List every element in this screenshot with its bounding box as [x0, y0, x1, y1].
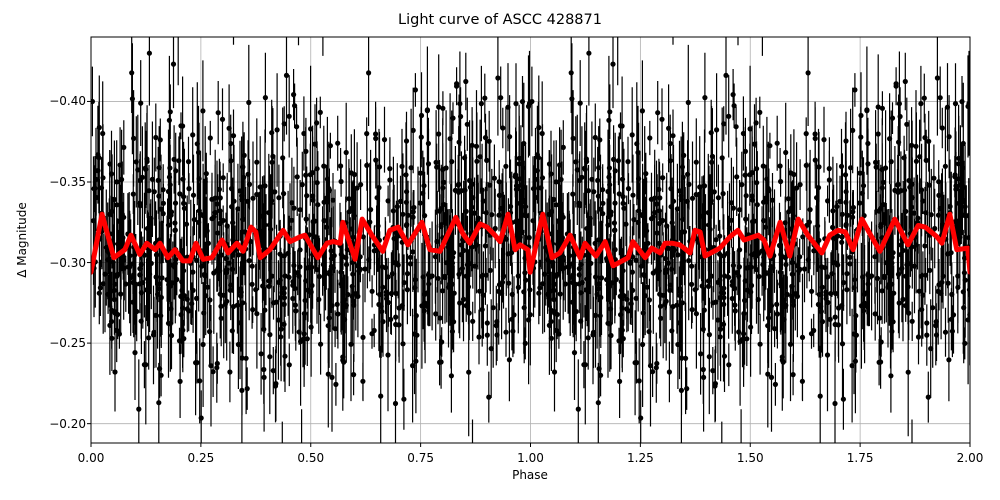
- x-tick-label: 1.75: [846, 451, 874, 465]
- y-axis-label: Δ Magnitude: [15, 202, 29, 278]
- y-tick-label: −0.40: [49, 94, 86, 109]
- x-tick-label: 0.75: [407, 451, 434, 465]
- x-tick-label: 1.00: [517, 451, 544, 465]
- y-tick-label: −0.25: [49, 336, 86, 351]
- x-tick-label: 0.00: [77, 451, 105, 465]
- x-axis-label: Phase: [512, 468, 548, 482]
- x-tick-label: 1.50: [736, 451, 764, 465]
- y-tick-label: −0.20: [49, 416, 86, 431]
- model-curve: [91, 211, 970, 275]
- tick-marks: [87, 100, 971, 447]
- y-tick-label: −0.30: [49, 255, 86, 270]
- x-tick-label: 0.25: [187, 451, 215, 465]
- x-tick-label: 1.25: [627, 451, 654, 465]
- x-tick-label: 0.50: [297, 451, 325, 465]
- y-tick-label: −0.35: [49, 175, 86, 189]
- x-tick-label: 2.00: [956, 451, 984, 465]
- chart-title: Light curve of ASCC 428871: [398, 12, 602, 28]
